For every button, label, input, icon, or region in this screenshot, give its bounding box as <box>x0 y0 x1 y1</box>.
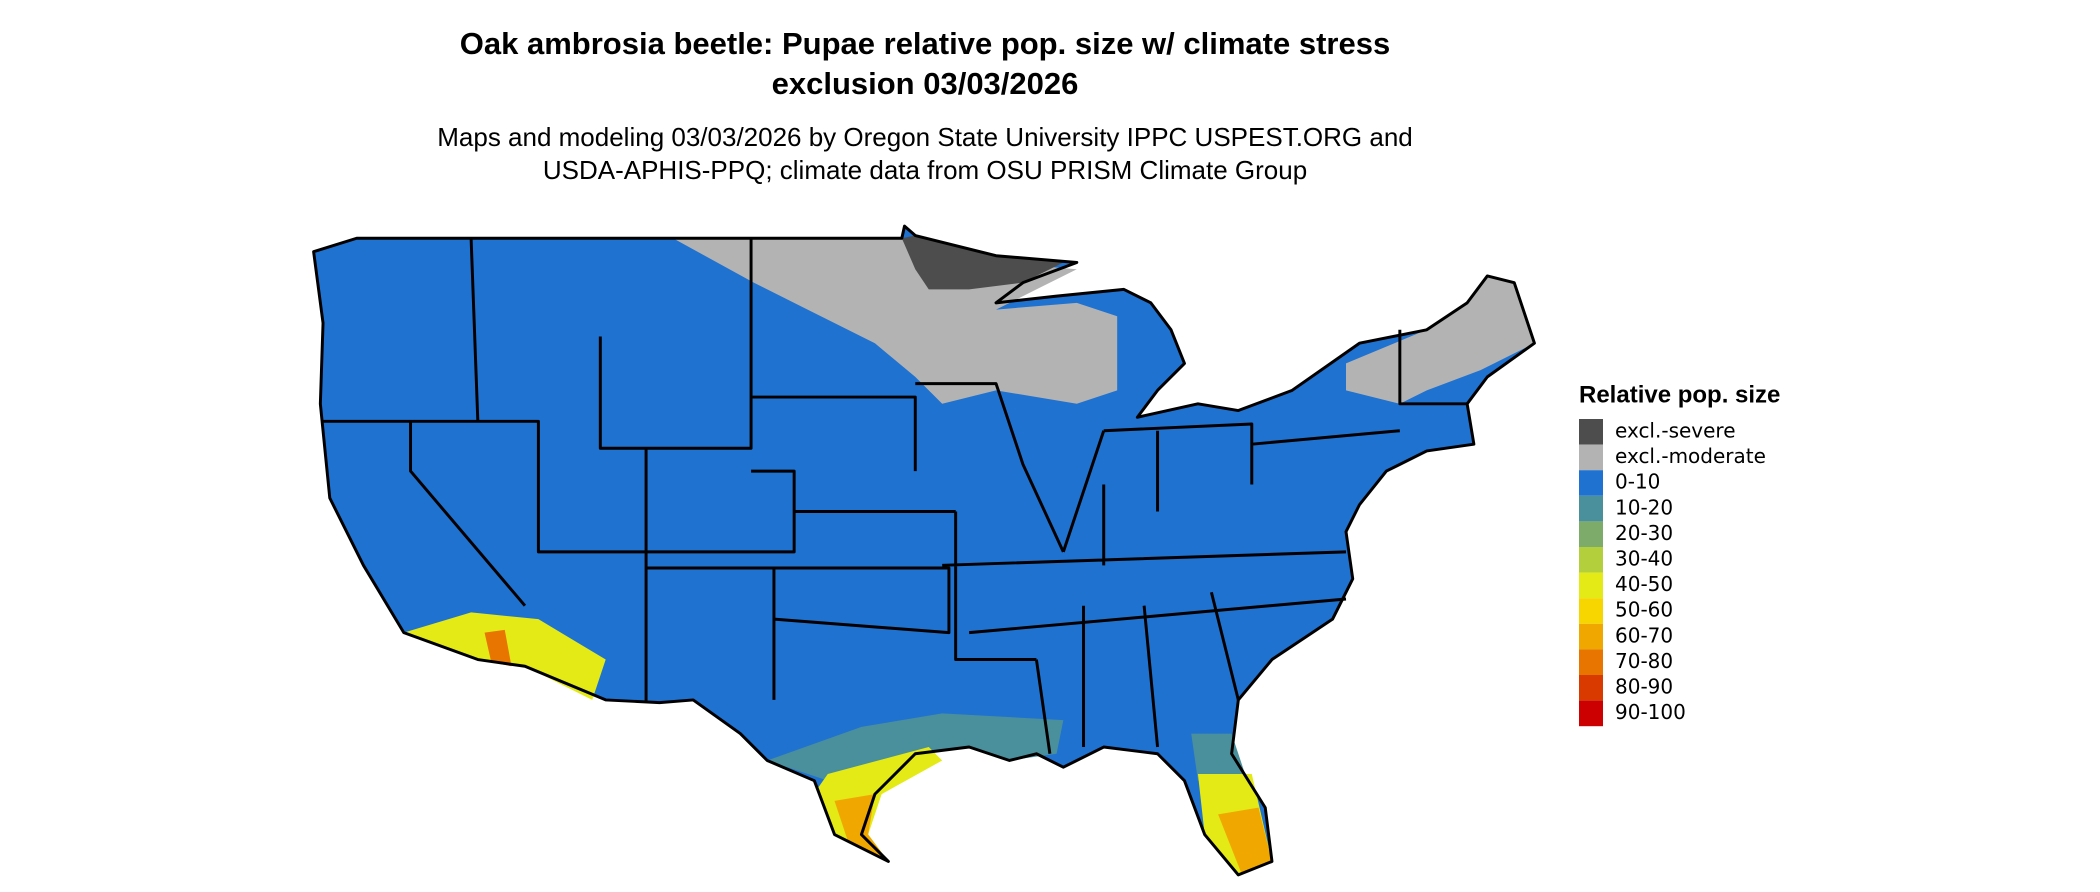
legend-label: 20-30 <box>1615 521 1673 545</box>
legend-swatch <box>1579 675 1603 701</box>
legend: excl.-severeexcl.-moderate0-1010-2020-30… <box>1579 419 1766 727</box>
legend-swatch <box>1579 470 1603 496</box>
legend-label: 80-90 <box>1615 675 1673 699</box>
title-line: Oak ambrosia beetle: Pupae relative pop.… <box>460 26 1390 61</box>
legend-swatch <box>1579 547 1603 573</box>
us-map <box>312 224 1536 877</box>
legend-swatch <box>1579 419 1603 445</box>
legend-label: excl.-severe <box>1615 419 1736 443</box>
legend-label: 40-50 <box>1615 572 1673 596</box>
subtitle-line: Maps and modeling 03/03/2026 by Oregon S… <box>437 122 1413 152</box>
subtitle-line: USDA-APHIS-PPQ; climate data from OSU PR… <box>543 155 1307 185</box>
legend-label: 50-60 <box>1615 598 1673 622</box>
region-low <box>313 226 1535 875</box>
region-teal <box>1191 733 1246 781</box>
legend-swatch <box>1579 495 1603 522</box>
legend-label: 70-80 <box>1615 649 1673 673</box>
region-severe <box>901 235 1064 290</box>
region-orange <box>1218 807 1272 873</box>
state-borders <box>323 238 1468 754</box>
region-moderate <box>1346 275 1535 404</box>
legend-title: Relative pop. size <box>1579 381 1780 408</box>
legend-label: 30-40 <box>1615 547 1673 571</box>
legend-swatch <box>1579 649 1603 675</box>
legend-swatch <box>1579 521 1603 547</box>
legend-label: 10-20 <box>1615 495 1673 519</box>
legend-swatch <box>1579 598 1603 624</box>
title-line: exclusion 03/03/2026 <box>772 66 1079 101</box>
legend-label: 60-70 <box>1615 623 1673 647</box>
legend-swatch <box>1579 444 1603 471</box>
legend-label: 90-100 <box>1615 700 1686 724</box>
legend-label: excl.-moderate <box>1615 444 1766 468</box>
legend-swatch <box>1579 700 1603 727</box>
region-orange <box>834 794 889 862</box>
legend-swatch <box>1579 572 1603 599</box>
legend-swatch <box>1579 623 1603 650</box>
region-orange <box>484 629 512 667</box>
legend-label: 0-10 <box>1615 470 1660 494</box>
